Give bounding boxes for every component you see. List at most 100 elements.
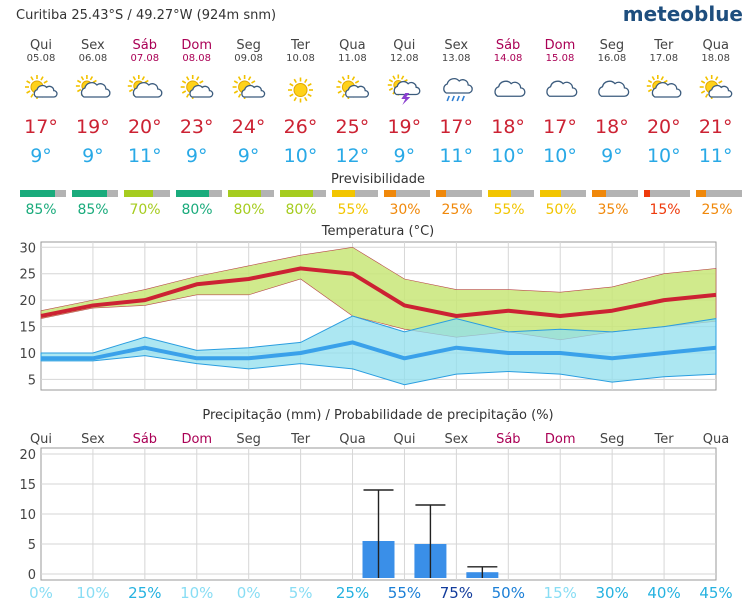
day-min-temp: 10° <box>491 145 525 167</box>
predictability-bar-fill <box>176 190 209 197</box>
day-name: Seg <box>600 38 625 53</box>
precip-day-name: Qui <box>30 432 52 447</box>
precip-day-name: Sex <box>81 432 105 447</box>
day-max-temp: 23° <box>180 116 214 138</box>
temperature-plot <box>40 246 717 386</box>
cloud-icon <box>494 80 526 97</box>
predictability-bar-fill <box>280 190 313 197</box>
predictability-bar-fill <box>488 190 511 197</box>
predictability-bar-track <box>540 190 586 197</box>
day-min-temp: 9° <box>30 145 52 167</box>
cloudy-sun-icon <box>127 75 163 98</box>
day-date: 12.08 <box>390 53 419 64</box>
precipitation-probability: 10% <box>180 584 213 602</box>
predictability-value: 80% <box>181 202 212 218</box>
day-min-temp: 10° <box>284 145 318 167</box>
day-date: 07.08 <box>130 53 159 64</box>
temperature-chart-title: Temperatura (°C) <box>321 224 434 239</box>
day-max-temp: 18° <box>595 116 629 138</box>
predictability-title: Previsibilidade <box>331 172 425 187</box>
predictability-bar-fill <box>384 190 396 197</box>
day-name: Qua <box>702 38 728 53</box>
precip-day-name: Seg <box>600 432 625 447</box>
thunderstorm-icon <box>387 74 421 105</box>
precip-day-name: Sáb <box>496 432 520 447</box>
sunny-cloud-icon <box>336 75 369 99</box>
cloud-icon <box>546 80 578 97</box>
precip-day-name: Dom <box>181 432 212 447</box>
precipitation-probability: 55% <box>388 584 421 602</box>
predictability-value: 35% <box>597 202 628 218</box>
predictability-value: 80% <box>233 202 264 218</box>
day-max-temp: 20° <box>128 116 162 138</box>
day-date: 17.08 <box>649 53 678 64</box>
precipitation-probability: 50% <box>492 584 525 602</box>
predictability-value: 15% <box>649 202 680 218</box>
day-min-temp: 9° <box>601 145 623 167</box>
precipitation-probability: 40% <box>647 584 680 602</box>
predictability-bar-fill <box>592 190 606 197</box>
precipitation-probability: 25% <box>128 584 161 602</box>
precipitation-probability: 45% <box>699 584 732 602</box>
day-name: Qua <box>339 38 365 53</box>
predictability-bar-fill <box>540 190 561 197</box>
day-name: Seg <box>236 38 261 53</box>
precip-day-name: Ter <box>654 432 675 447</box>
precipitation-y-tick: 10 <box>19 508 36 523</box>
precipitation-probability: 30% <box>595 584 628 602</box>
day-date: 18.08 <box>701 53 730 64</box>
day-date: 11.08 <box>338 53 367 64</box>
predictability-bar-fill <box>20 190 55 197</box>
precipitation-probability: 0% <box>237 584 261 602</box>
predictability-value: 85% <box>25 202 56 218</box>
predictability-value: 50% <box>545 202 576 218</box>
rain-cloud-icon <box>443 78 473 102</box>
location-title: Curitiba 25.43°S / 49.27°W (924m snm) <box>16 8 276 23</box>
predictability-bar-fill <box>436 190 446 197</box>
predictability-bar-fill <box>332 190 355 197</box>
temperature-y-tick: 10 <box>19 347 36 362</box>
predictability-bar-track <box>436 190 482 197</box>
predictability-bar-fill <box>696 190 706 197</box>
temperature-y-axis: 30 25 20 15 10 5 <box>19 241 36 388</box>
precip-day-name: Dom <box>545 432 576 447</box>
day-date: 08.08 <box>182 53 211 64</box>
day-min-temp: 9° <box>238 145 260 167</box>
predictability-bar-fill <box>644 190 650 197</box>
precipitation-probability: 75% <box>440 584 473 602</box>
precipitation-day-labels: Qui Sex Sáb Dom Seg Ter Qua Qui Sex Sáb Dom Seg Ter Q… <box>30 432 729 447</box>
predictability-bar-track <box>644 190 690 197</box>
day-min-temp: 9° <box>394 145 416 167</box>
precip-day-name: Sex <box>445 432 469 447</box>
predictability-bar-fill <box>72 190 107 197</box>
precip-day-name: Qua <box>339 432 365 447</box>
day-date: 14.08 <box>494 53 523 64</box>
day-min-temp: 11° <box>699 145 733 167</box>
predictability-value: 55% <box>493 202 524 218</box>
day-max-temp: 17° <box>24 116 58 138</box>
day-max-temp: 18° <box>491 116 525 138</box>
precipitation-plot <box>362 489 499 578</box>
precipitation-y-tick: 20 <box>19 448 36 463</box>
temperature-y-tick: 20 <box>19 294 36 309</box>
precipitation-chart-title: Precipitação (mm) / Probabilidade de pre… <box>202 408 553 423</box>
precipitation-y-tick: 15 <box>19 478 36 493</box>
temperature-y-tick: 25 <box>19 268 36 283</box>
temperature-y-tick: 30 <box>19 241 36 256</box>
day-max-temp: 24° <box>232 116 266 138</box>
predictability-value: 70% <box>129 202 160 218</box>
day-max-temp: 25° <box>336 116 370 138</box>
predictability-value: 25% <box>441 202 472 218</box>
day-name: Qui <box>30 38 52 53</box>
brand-logo[interactable]: meteoblue <box>623 2 743 26</box>
day-date: 15.08 <box>546 53 575 64</box>
precipitation-probability: 10% <box>76 584 109 602</box>
min-temp-line <box>41 340 717 361</box>
predictability-bar-fill <box>124 190 153 197</box>
precipitation-probability: 5% <box>289 584 313 602</box>
predictability-bar-track <box>384 190 430 197</box>
precipitation-probability: 25% <box>336 584 369 602</box>
day-min-temp: 9° <box>82 145 104 167</box>
max-temp-line <box>40 266 717 318</box>
